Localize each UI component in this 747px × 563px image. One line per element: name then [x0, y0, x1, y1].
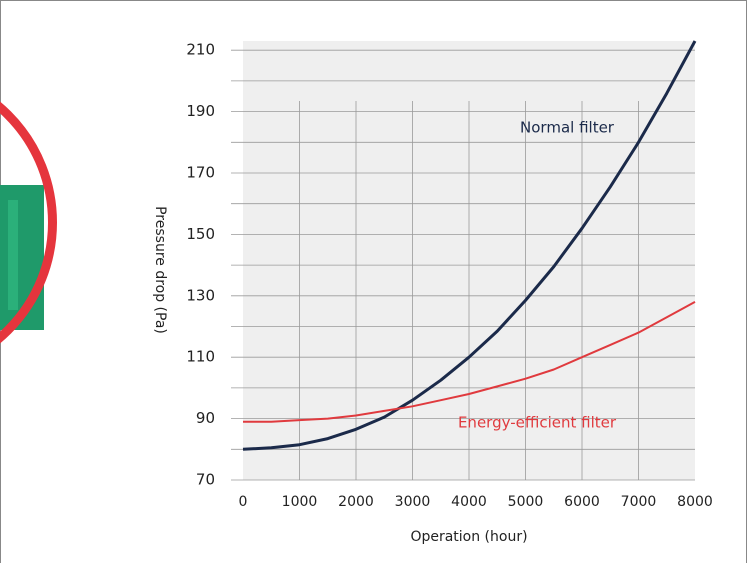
series-label: Energy-efficient filter: [458, 414, 617, 432]
y-tick-label: 210: [186, 41, 215, 59]
x-tick-label: 7000: [621, 494, 657, 510]
series-line: [242, 40, 697, 451]
x-tick-label: 1000: [282, 494, 318, 510]
x-tick-label: 4000: [451, 494, 487, 510]
series-label: Normal filter: [520, 119, 615, 137]
y-tick-label: 110: [186, 348, 215, 366]
x-tick-label: 0: [239, 494, 248, 510]
y-tick-label: 90: [196, 409, 215, 427]
y-tick-label: 130: [186, 286, 215, 304]
y-tick-label: 70: [196, 471, 215, 489]
x-axis-label: Operation (hour): [410, 529, 527, 545]
y-tick-label: 170: [186, 164, 215, 182]
y-tick-label: 190: [186, 102, 215, 120]
series-line: [243, 301, 696, 423]
x-tick-label: 6000: [564, 494, 600, 510]
x-tick-label: 5000: [508, 494, 544, 510]
decor-image: [0, 101, 57, 344]
x-tick-label: 3000: [395, 494, 431, 510]
x-tick-label: 2000: [338, 494, 374, 510]
x-tick-label: 8000: [677, 494, 713, 510]
y-tick-label: 150: [186, 225, 215, 243]
y-axis-label: Pressure drop (Pa): [152, 206, 168, 334]
